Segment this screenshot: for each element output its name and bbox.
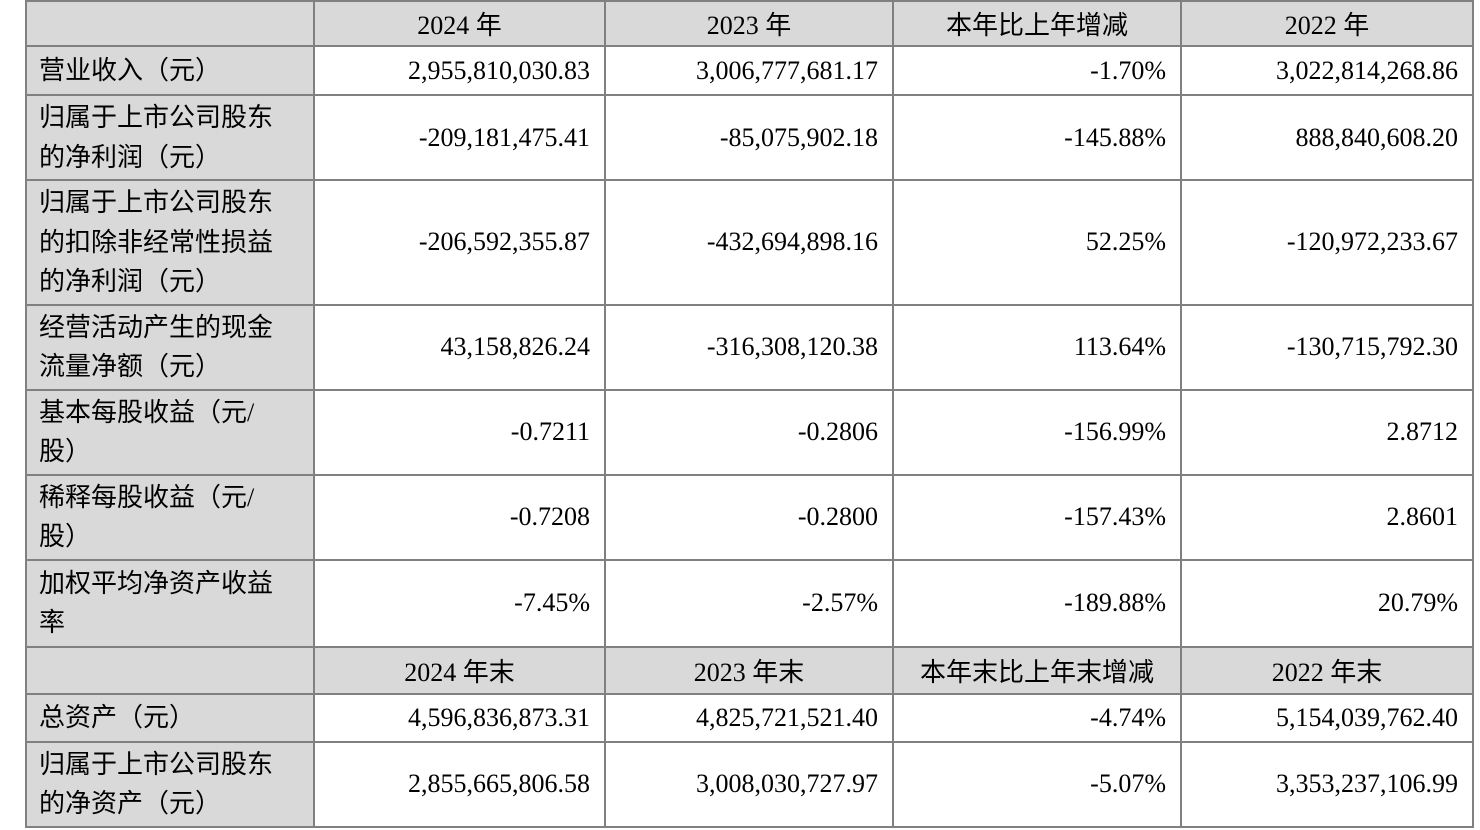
header-2023-end: 2023 年末 — [604, 645, 894, 695]
value-2023: -2.57% — [604, 558, 894, 648]
value-2024: -209,181,475.41 — [313, 93, 606, 182]
value-2022: -120,972,233.67 — [1180, 179, 1474, 306]
value-2023: -0.2806 — [604, 388, 894, 476]
value-change: -189.88% — [892, 558, 1182, 648]
value-change: -157.43% — [892, 473, 1182, 561]
value-change: -156.99% — [892, 388, 1182, 476]
value-2022: 3,353,237,106.99 — [1180, 740, 1474, 828]
row-label: 归属于上市公司股东 的扣除非经常性损益 的净利润（元） — [25, 179, 315, 306]
header-2022: 2022 年 — [1180, 0, 1474, 47]
row-label: 经营活动产生的现金 流量净额（元） — [25, 303, 315, 391]
value-2024: -206,592,355.87 — [313, 179, 606, 306]
table-row-operating-cash-flow: 经营活动产生的现金 流量净额（元） 43,158,826.24 -316,308… — [25, 303, 1474, 391]
header-yoy-change: 本年比上年增减 — [892, 0, 1182, 47]
value-change: 113.64% — [892, 303, 1182, 391]
row-label: 营业收入（元） — [25, 45, 315, 96]
value-2024: -0.7211 — [313, 388, 606, 476]
value-2022: 2.8601 — [1180, 473, 1474, 561]
key-financials-table: 2024 年 2023 年 本年比上年增减 2022 年 营业收入（元） 2,9… — [25, 0, 1474, 828]
value-2022: 5,154,039,762.40 — [1180, 692, 1474, 743]
value-2022: 20.79% — [1180, 558, 1474, 648]
value-2024: 4,596,836,873.31 — [313, 692, 606, 743]
header-2022-end: 2022 年末 — [1180, 645, 1474, 695]
value-2022: 2.8712 — [1180, 388, 1474, 476]
row-label: 归属于上市公司股东 的净资产（元） — [25, 740, 315, 828]
value-2023: -0.2800 — [604, 473, 894, 561]
value-2023: 4,825,721,521.40 — [604, 692, 894, 743]
table-row-diluted-eps: 稀释每股收益（元/ 股） -0.7208 -0.2800 -157.43% 2.… — [25, 473, 1474, 561]
row-label: 归属于上市公司股东 的净利润（元） — [25, 93, 315, 182]
table-row-total-assets: 总资产（元） 4,596,836,873.31 4,825,721,521.40… — [25, 692, 1474, 743]
value-2024: 2,955,810,030.83 — [313, 45, 606, 96]
value-2022: 3,022,814,268.86 — [1180, 45, 1474, 96]
header-2024: 2024 年 — [313, 0, 606, 47]
value-2023: -85,075,902.18 — [604, 93, 894, 182]
table-row-net-assets: 归属于上市公司股东 的净资产（元） 2,855,665,806.58 3,008… — [25, 740, 1474, 828]
table-row-net-profit-excl-nonrecurring: 归属于上市公司股东 的扣除非经常性损益 的净利润（元） -206,592,355… — [25, 179, 1474, 306]
table-row-basic-eps: 基本每股收益（元/ 股） -0.7211 -0.2806 -156.99% 2.… — [25, 388, 1474, 476]
table-row-weighted-avg-roe: 加权平均净资产收益 率 -7.45% -2.57% -189.88% 20.79… — [25, 558, 1474, 648]
row-label: 总资产（元） — [25, 692, 315, 743]
header-year-end-change: 本年末比上年末增减 — [892, 645, 1182, 695]
header-2023: 2023 年 — [604, 0, 894, 47]
value-2023: 3,008,030,727.97 — [604, 740, 894, 828]
row-label: 基本每股收益（元/ 股） — [25, 388, 315, 476]
value-change: -4.74% — [892, 692, 1182, 743]
header-blank-cell — [25, 0, 315, 47]
table-row-net-profit: 归属于上市公司股东 的净利润（元） -209,181,475.41 -85,07… — [25, 93, 1474, 182]
value-change: 52.25% — [892, 179, 1182, 306]
value-change: -1.70% — [892, 45, 1182, 96]
value-2024: -7.45% — [313, 558, 606, 648]
value-2023: 3,006,777,681.17 — [604, 45, 894, 96]
header-row-annual: 2024 年 2023 年 本年比上年增减 2022 年 — [25, 0, 1474, 47]
value-2022: 888,840,608.20 — [1180, 93, 1474, 182]
row-label: 稀释每股收益（元/ 股） — [25, 473, 315, 561]
header-blank-cell — [25, 645, 315, 695]
value-change: -5.07% — [892, 740, 1182, 828]
value-2022: -130,715,792.30 — [1180, 303, 1474, 391]
value-2024: -0.7208 — [313, 473, 606, 561]
value-2023: -432,694,898.16 — [604, 179, 894, 306]
header-row-year-end: 2024 年末 2023 年末 本年末比上年末增减 2022 年末 — [25, 645, 1474, 695]
header-2024-end: 2024 年末 — [313, 645, 606, 695]
value-2024: 2,855,665,806.58 — [313, 740, 606, 828]
row-label: 加权平均净资产收益 率 — [25, 558, 315, 648]
value-change: -145.88% — [892, 93, 1182, 182]
table-row-revenue: 营业收入（元） 2,955,810,030.83 3,006,777,681.1… — [25, 45, 1474, 96]
value-2024: 43,158,826.24 — [313, 303, 606, 391]
value-2023: -316,308,120.38 — [604, 303, 894, 391]
